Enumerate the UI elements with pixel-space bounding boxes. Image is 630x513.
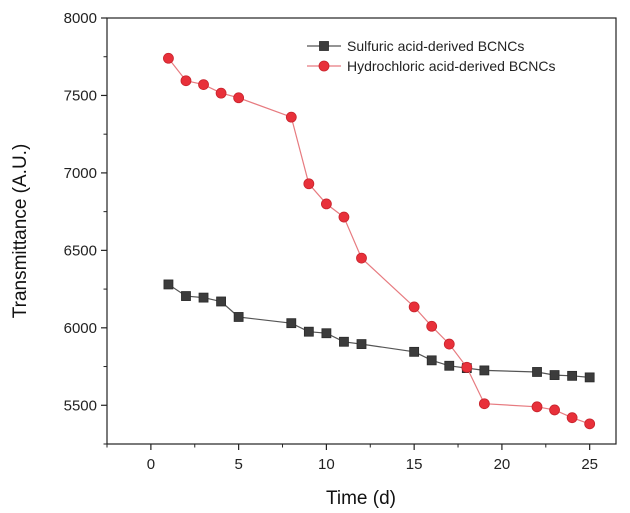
data-point [163,52,174,64]
y-tick-label: 7000 [64,165,97,182]
data-point [233,312,244,322]
series-1 [163,279,595,383]
data-point [181,291,191,301]
data-point [321,328,332,339]
data-point [216,296,226,307]
data-point [198,79,209,91]
data-point [584,418,596,430]
data-point [408,301,420,313]
y-tick-label: 5500 [64,397,97,414]
x-tick-label: 5 [234,456,242,473]
data-point [584,372,595,383]
data-point [285,111,297,123]
data-point [567,370,578,381]
data-point [339,336,349,347]
y-tick-label: 6500 [64,242,97,259]
data-point [303,178,315,190]
data-point [338,211,350,223]
data-point [233,92,245,104]
data-point [356,252,367,264]
data-point [180,75,192,87]
data-point [461,361,473,373]
x-tick-label: 10 [318,456,335,473]
data-point [479,365,490,376]
data-point [566,412,578,424]
data-point [409,346,420,357]
data-point [426,355,437,366]
data-point [478,398,490,410]
data-point [215,87,227,99]
legend-label: Hydrochloric acid-derived BCNCs [347,58,556,74]
y-axis-title: Transmittance (A.U.) [10,144,31,319]
y-tick-label: 7500 [64,87,97,104]
y-tick-label: 8000 [64,10,97,27]
series-2 [163,52,596,430]
series-layer [163,52,596,430]
legend-item: Sulfuric acid-derived BCNCs [307,38,524,54]
data-point [303,326,314,337]
data-point [426,320,438,332]
legend-marker [318,60,330,72]
data-point [444,360,455,371]
data-point [356,339,367,349]
data-point [286,318,297,329]
data-point [320,198,332,210]
data-point [443,338,455,350]
data-point [549,404,560,416]
legend-item: Hydrochloric acid-derived BCNCs [307,58,556,74]
data-point [198,292,209,303]
data-point [163,279,174,290]
series-line [167,57,590,425]
y-tick-label: 6000 [64,320,97,337]
ticks-layer: 0 5 10 15 20 25 5500 6000 6500 7000 7500 8000 [64,10,598,473]
plot-frame [106,17,617,445]
x-axis-title: Time (d) [326,488,396,509]
legend-label: Sulfuric acid-derived BCNCs [347,38,524,54]
series-line [168,283,590,378]
data-point [532,367,542,377]
data-point [531,401,543,413]
x-tick-label: 15 [406,456,423,473]
data-point [549,370,560,380]
x-tick-label: 20 [494,456,511,473]
legend: Sulfuric acid-derived BCNCs Hydrochloric … [307,38,556,74]
legend-marker [319,41,329,51]
x-tick-label: 0 [147,456,155,473]
x-tick-label: 25 [581,456,598,473]
